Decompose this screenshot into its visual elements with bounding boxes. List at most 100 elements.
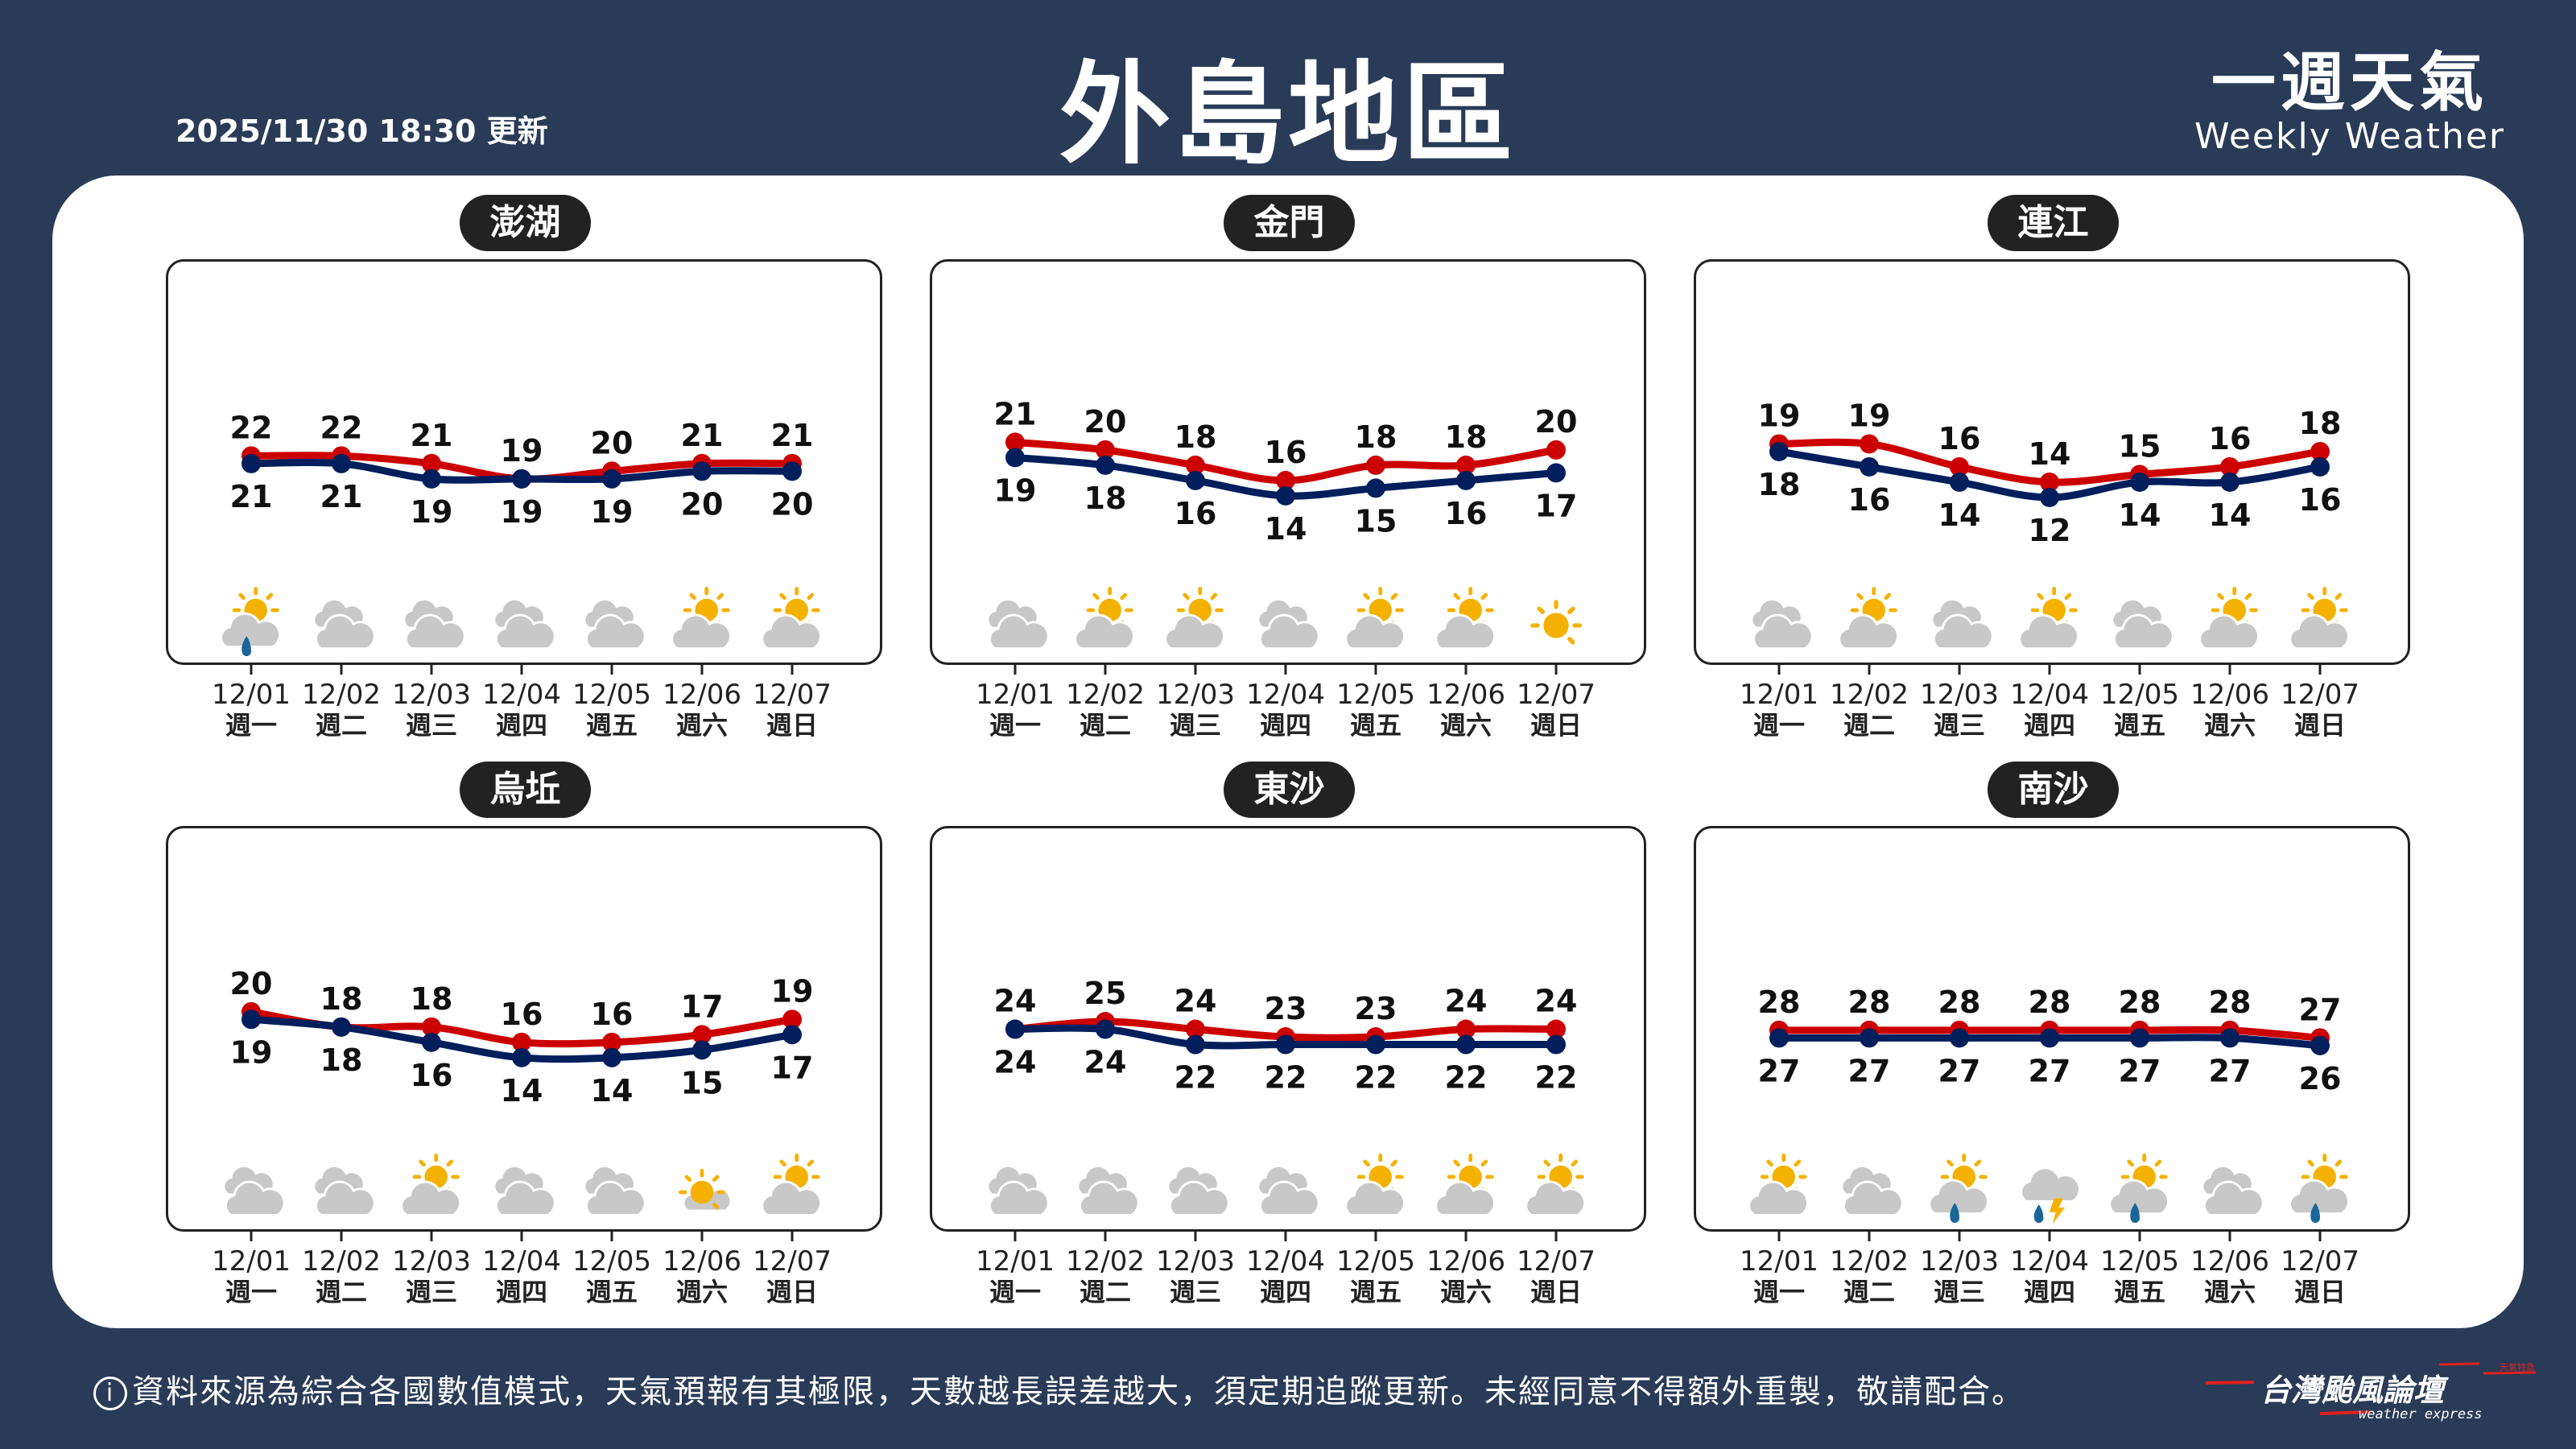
partly-cloudy-icon bbox=[672, 588, 731, 648]
weekday-label: 週二 bbox=[1843, 1277, 1895, 1307]
date-label: 12/04 bbox=[1246, 679, 1325, 711]
weekday-label: 週一 bbox=[225, 710, 277, 741]
high-temp-label: 24 bbox=[1445, 984, 1488, 1019]
date-label: 12/06 bbox=[663, 1245, 741, 1278]
weekday-label: 週二 bbox=[1843, 710, 1895, 741]
cloudy-icon bbox=[584, 600, 645, 649]
high-temp-label: 28 bbox=[1938, 985, 1981, 1020]
high-temp-label: 18 bbox=[411, 981, 453, 1017]
high-temp-point bbox=[1096, 440, 1115, 460]
date-label: 12/01 bbox=[1740, 1245, 1818, 1278]
weekday-label: 週日 bbox=[766, 1277, 818, 1307]
high-temp-label: 17 bbox=[681, 989, 724, 1024]
weekday-label: 週四 bbox=[496, 1277, 547, 1307]
weekday-label: 週五 bbox=[1350, 710, 1402, 741]
high-temp-label: 28 bbox=[1848, 985, 1891, 1020]
region-panel: 烏坵 20 18 18 16 16 17 19 19 18 16 14 14 15 17 12/01 週一 12/… bbox=[166, 762, 882, 1307]
disclaimer: i 資料來源為綜合各國數值模式，天氣預報有其極限，天數越長誤差越大，須定期追蹤更新… bbox=[93, 1365, 2025, 1412]
date-label: 12/04 bbox=[482, 679, 561, 711]
date-label: 12/06 bbox=[663, 679, 741, 711]
weekday-label: 週日 bbox=[766, 710, 818, 741]
date-label: 12/02 bbox=[1066, 1245, 1145, 1278]
cloudy-icon bbox=[224, 1166, 284, 1216]
cloudy-icon bbox=[1078, 1166, 1138, 1216]
high-temp-label: 23 bbox=[1355, 991, 1397, 1026]
partly-cloudy-icon bbox=[1749, 1155, 1808, 1215]
high-temp-label: 22 bbox=[320, 410, 363, 445]
low-temp-point bbox=[2220, 472, 2240, 492]
high-temp-label: 25 bbox=[1084, 976, 1127, 1011]
date-label: 12/02 bbox=[1066, 679, 1145, 711]
low-temp-label: 27 bbox=[2119, 1053, 2161, 1088]
partly-cloudy-rain-icon bbox=[1930, 1155, 1988, 1223]
date-label: 12/07 bbox=[1517, 679, 1596, 711]
low-temp-point bbox=[2310, 1035, 2330, 1055]
low-temp-point bbox=[242, 1009, 261, 1030]
low-temp-point bbox=[422, 1032, 441, 1052]
weekday-label: 週四 bbox=[1260, 1277, 1311, 1307]
weekday-label: 週二 bbox=[316, 710, 367, 741]
weekday-label: 週五 bbox=[2114, 1277, 2165, 1307]
high-temp-point bbox=[1186, 1019, 1205, 1039]
low-temp-label: 19 bbox=[591, 494, 634, 530]
date-label: 12/02 bbox=[1830, 1245, 1909, 1278]
high-temp-label: 14 bbox=[2029, 436, 2071, 472]
low-temp-point bbox=[1186, 1034, 1205, 1055]
weekday-label: 週四 bbox=[2024, 710, 2075, 741]
low-temp-label: 27 bbox=[2029, 1053, 2071, 1088]
low-temp-label: 17 bbox=[771, 1050, 814, 1085]
low-temp-label: 14 bbox=[1938, 497, 1981, 533]
low-temp-label: 18 bbox=[320, 1042, 363, 1078]
high-temp-label: 20 bbox=[1535, 404, 1578, 440]
partly-cloudy-icon bbox=[1346, 1155, 1405, 1215]
cloudy-icon bbox=[494, 600, 555, 649]
high-temp-point bbox=[1276, 470, 1295, 490]
info-icon: i bbox=[93, 1377, 127, 1410]
low-temp-label: 20 bbox=[681, 486, 724, 522]
date-label: 12/07 bbox=[1517, 1245, 1596, 1278]
region-panel: 金門 21 20 18 16 18 18 20 19 18 16 14 15 16 17 12/01 週一 12/… bbox=[930, 195, 1646, 741]
logo-zh: 台灣颱風論壇 bbox=[2260, 1373, 2449, 1408]
date-label: 12/05 bbox=[572, 1245, 651, 1278]
partly-cloudy-icon bbox=[762, 1155, 821, 1215]
weekday-label: 週三 bbox=[1934, 1277, 1985, 1307]
date-label: 12/05 bbox=[1336, 679, 1415, 711]
low-temp-label: 16 bbox=[1445, 496, 1488, 531]
low-temp-point bbox=[1005, 448, 1025, 468]
high-temp-label: 18 bbox=[2299, 406, 2342, 441]
weekday-label: 週日 bbox=[1530, 1277, 1582, 1307]
date-label: 12/04 bbox=[1246, 1245, 1325, 1278]
high-temp-point bbox=[1860, 434, 1879, 454]
high-temp-label: 28 bbox=[2119, 985, 2161, 1020]
region-name: 烏坵 bbox=[460, 762, 591, 818]
brand-logo: 一週天氣 Weekly Weather bbox=[2194, 47, 2505, 155]
high-temp-label: 28 bbox=[1758, 985, 1801, 1020]
cloudy-icon bbox=[494, 1166, 555, 1216]
low-temp-label: 16 bbox=[1174, 496, 1217, 531]
date-label: 12/06 bbox=[1426, 679, 1505, 711]
update-timestamp: 2025/11/30 18:30 更新 bbox=[175, 114, 548, 149]
high-temp-point bbox=[692, 1025, 712, 1045]
cloudy-icon bbox=[314, 600, 374, 649]
partly-cloudy-icon bbox=[2200, 588, 2259, 648]
weekday-label: 週四 bbox=[1260, 710, 1311, 741]
low-temp-point bbox=[1366, 478, 1385, 498]
mostly-sunny-icon bbox=[680, 1170, 730, 1210]
thunder-rain-icon bbox=[2021, 1168, 2080, 1224]
low-temp-label: 22 bbox=[1355, 1060, 1397, 1096]
region-panel: 南沙 28 28 28 28 28 28 27 27 27 27 27 27 27 26 12/01 週一 12/… bbox=[1694, 762, 2410, 1307]
date-label: 12/02 bbox=[302, 1245, 381, 1278]
low-temp-label: 20 bbox=[771, 486, 814, 522]
low-temp-label: 14 bbox=[1265, 511, 1307, 547]
cloudy-icon bbox=[2112, 600, 2173, 649]
weekday-label: 週五 bbox=[1350, 1277, 1402, 1307]
high-temp-label: 19 bbox=[771, 973, 814, 1009]
chart-frame bbox=[1694, 259, 2410, 665]
weekday-label: 週六 bbox=[1440, 1277, 1492, 1307]
low-temp-label: 27 bbox=[1938, 1053, 1981, 1088]
high-temp-label: 18 bbox=[1174, 419, 1217, 455]
date-label: 12/01 bbox=[212, 1245, 291, 1278]
